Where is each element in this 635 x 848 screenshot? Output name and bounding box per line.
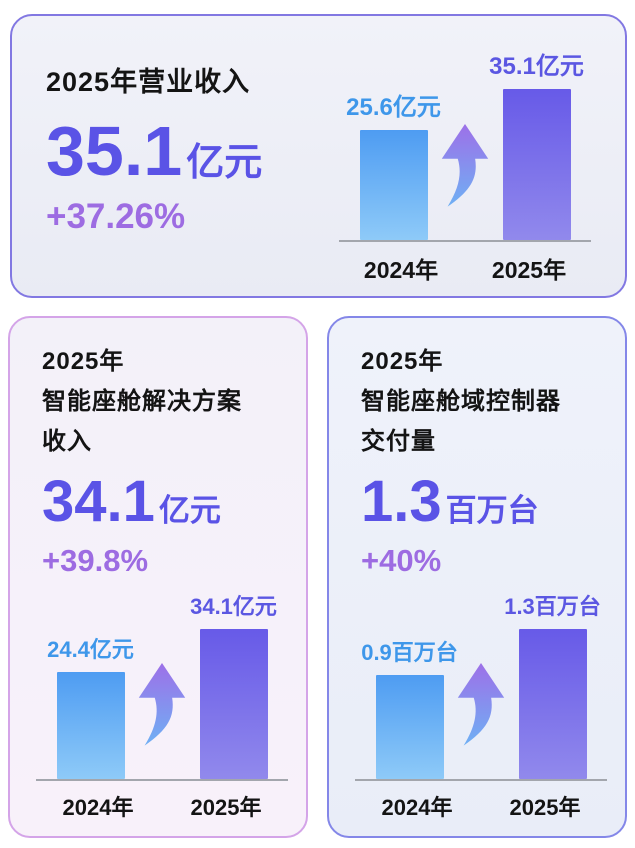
x-label-2024: 2024年 xyxy=(381,794,453,820)
headline-unit: 亿元 xyxy=(186,142,263,184)
x-label-2025: 2025年 xyxy=(509,794,581,820)
title-line-3: 交付量 xyxy=(361,428,436,455)
x-axis-labels: 2024年 2025年 xyxy=(36,790,288,822)
card-title: 2025年营业收入 xyxy=(46,67,251,97)
bar-chart-controller-delivery: 0.9百万台 xyxy=(355,593,607,822)
x-axis xyxy=(36,778,288,781)
x-axis xyxy=(339,240,591,242)
cockpit-revenue-body: 34.1 亿元 +39.8% 24.4亿元 xyxy=(10,469,306,822)
bar-2025 xyxy=(502,89,571,240)
bar-group-2024: 25.6亿元 xyxy=(346,87,441,240)
growth-rate: +40% xyxy=(361,542,442,578)
card-cockpit-revenue: 2025年 智能座舱解决方案 收入 34.1 亿元 +39.8% 24.4亿元 xyxy=(8,316,308,838)
x-axis xyxy=(355,778,607,781)
card-title: 2025年 智能座舱解决方案 收入 xyxy=(10,318,306,462)
x-label-2025: 2025年 xyxy=(190,794,262,820)
bar-group-2025: 34.1亿元 xyxy=(190,589,277,779)
title-line-2: 智能座舱域控制器 xyxy=(361,388,561,415)
growth-rate: +37.26% xyxy=(46,196,186,236)
title-line-1: 2025年 xyxy=(361,348,444,375)
card-title: 2025年 智能座舱域控制器 交付量 xyxy=(329,318,625,462)
bar-value-label-2025: 1.3百万台 xyxy=(504,593,601,619)
x-axis-labels: 2024年 2025年 xyxy=(355,790,607,822)
chart-plot-area: 0.9百万台 xyxy=(355,593,607,779)
headline-unit: 百万台 xyxy=(445,493,539,528)
x-label-2024: 2024年 xyxy=(363,257,439,283)
bar-group-2024: 0.9百万台 xyxy=(361,635,458,779)
growth-arrow-icon xyxy=(436,114,494,218)
bar-value-label-2025: 35.1亿元 xyxy=(489,53,584,80)
bar-value-label-2024: 25.6亿元 xyxy=(346,94,441,121)
growth-rate: +39.8% xyxy=(42,542,149,578)
title-line-1: 2025年 xyxy=(42,348,125,375)
headline-number: 34.1 xyxy=(42,469,155,534)
bar-chart-cockpit-revenue: 24.4亿元 xyxy=(36,593,288,822)
growth-arrow-icon xyxy=(452,653,510,757)
bar-group-2025: 35.1亿元 xyxy=(489,46,584,240)
bar-value-label-2024: 24.4亿元 xyxy=(47,636,134,662)
x-label-2024: 2024年 xyxy=(62,794,134,820)
headline-unit: 亿元 xyxy=(158,493,221,528)
chart-plot-area: 24.4亿元 xyxy=(36,593,288,779)
headline-figure: 35.1 亿元 xyxy=(46,112,339,190)
headline-figure: 1.3 百万台 xyxy=(361,469,625,534)
x-label-2025: 2025年 xyxy=(491,257,567,283)
headline-number: 1.3 xyxy=(361,469,442,534)
bar-2024 xyxy=(56,671,125,779)
total-revenue-text-block: 2025年营业收入 35.1 亿元 +37.26% xyxy=(12,16,339,296)
chart-plot-area: 25.6亿元 xyxy=(339,51,591,240)
card-total-revenue: 2025年营业收入 35.1 亿元 +37.26% 25.6亿元 xyxy=(10,14,627,298)
bar-value-label-2025: 34.1亿元 xyxy=(190,593,277,619)
controller-delivery-body: 1.3 百万台 +40% 0.9百万台 xyxy=(329,469,625,822)
bar-2025 xyxy=(518,628,587,779)
bar-2024 xyxy=(359,130,428,240)
total-revenue-chart-block: 25.6亿元 xyxy=(339,16,591,296)
bar-2025 xyxy=(199,628,268,779)
bar-chart-total-revenue: 25.6亿元 xyxy=(339,51,591,285)
x-axis-labels: 2024年 2025年 xyxy=(339,251,591,285)
headline-number: 35.1 xyxy=(46,112,183,190)
bar-group-2024: 24.4亿元 xyxy=(47,632,134,779)
growth-arrow-icon xyxy=(133,653,191,757)
title-line-3: 收入 xyxy=(42,428,92,455)
title-line-2: 智能座舱解决方案 xyxy=(42,388,242,415)
bar-value-label-2024: 0.9百万台 xyxy=(361,639,458,665)
bar-group-2025: 1.3百万台 xyxy=(504,589,601,779)
card-controller-delivery: 2025年 智能座舱域控制器 交付量 1.3 百万台 +40% 0.9百万台 xyxy=(327,316,627,838)
bar-2024 xyxy=(375,674,444,779)
headline-figure: 34.1 亿元 xyxy=(42,469,306,534)
